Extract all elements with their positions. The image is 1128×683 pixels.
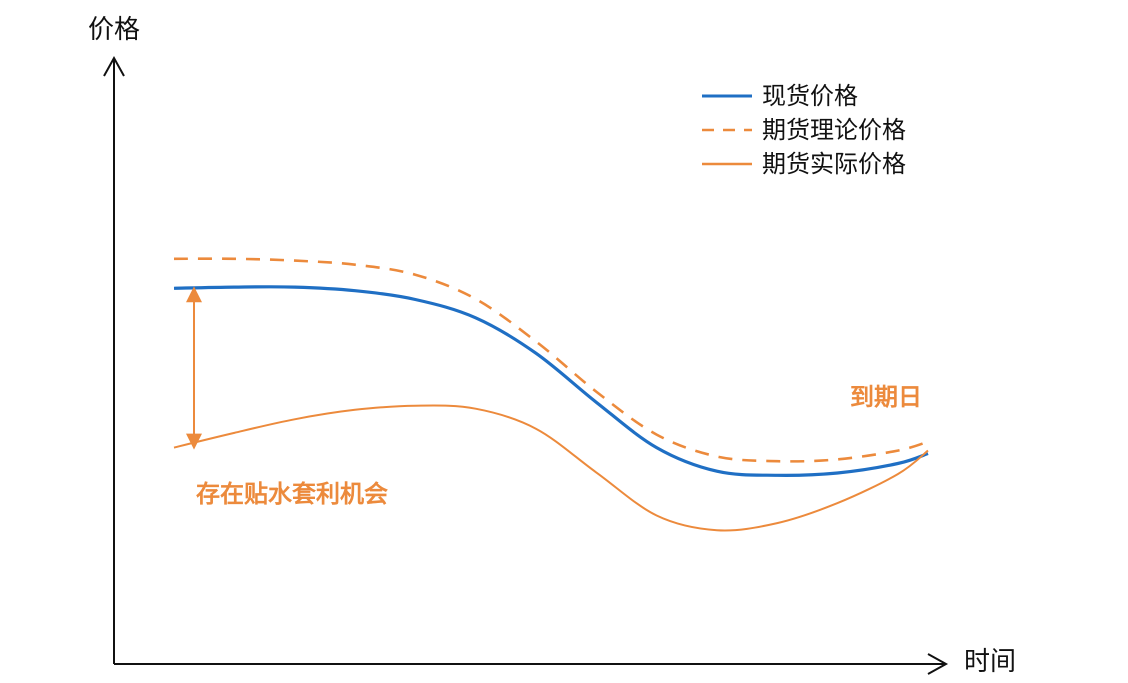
annotation-expiry-date: 到期日 xyxy=(850,383,922,411)
x-axis-label: 时间 xyxy=(964,647,1016,677)
annotation-arbitrage-opportunity: 存在贴水套利机会 xyxy=(196,480,388,508)
y-axis-label: 价格 xyxy=(88,15,140,45)
series-futures-theoretical-price xyxy=(173,257,929,463)
x-axis-arrow xyxy=(927,653,949,675)
legend-item-futures-actual-price-label: 期货实际价格 xyxy=(762,150,906,178)
series-spot-price xyxy=(173,285,929,477)
series-group xyxy=(173,257,929,532)
series-futures-actual-price xyxy=(173,404,929,532)
y-axis-arrow xyxy=(103,55,125,77)
legend-item-futures-theoretical-price-label: 期货理论价格 xyxy=(762,116,906,144)
axes xyxy=(103,55,949,675)
legend-item-spot-price-label: 现货价格 xyxy=(762,82,858,110)
